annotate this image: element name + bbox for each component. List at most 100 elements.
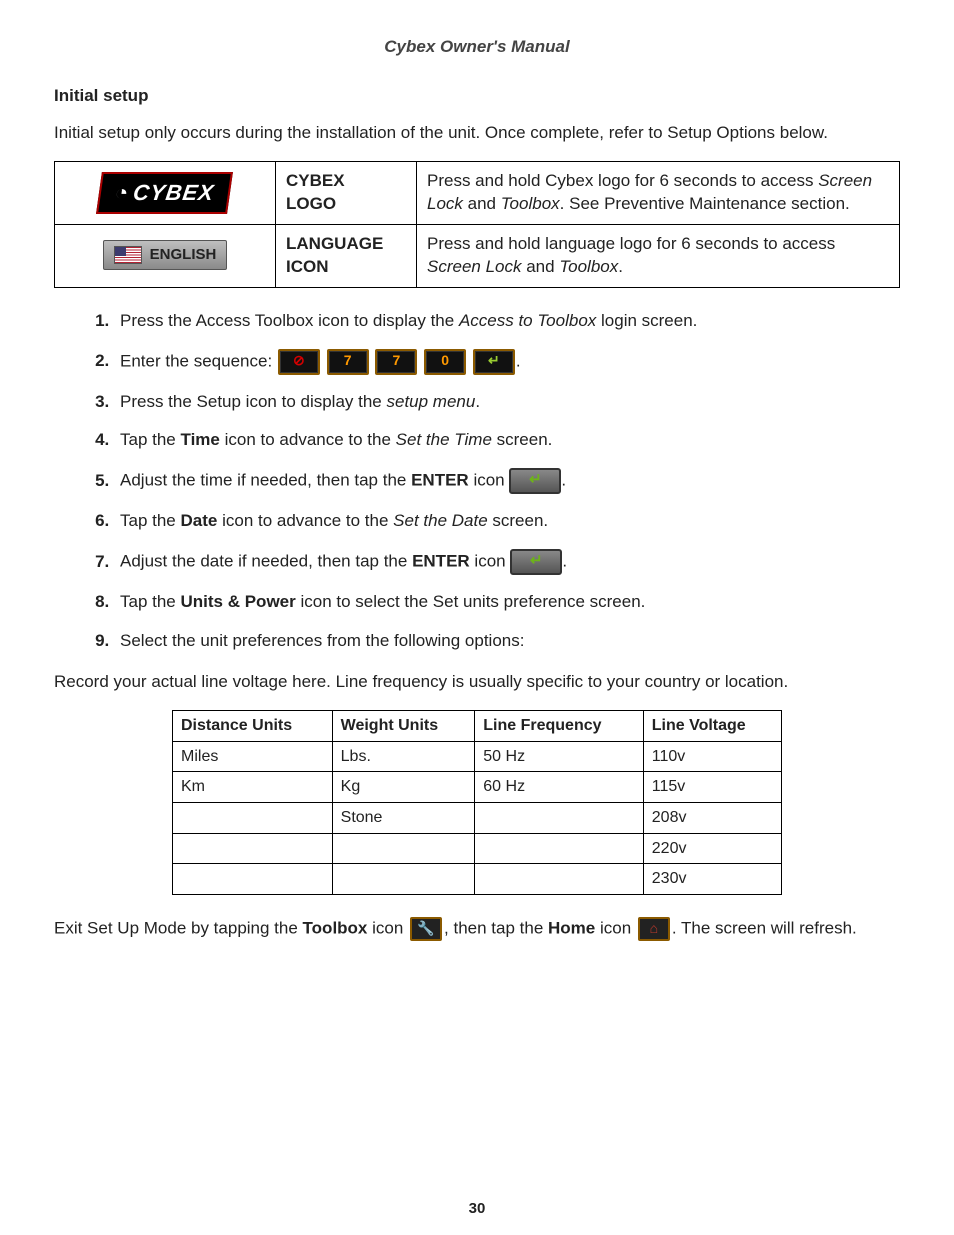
intro-paragraph: Initial setup only occurs during the ins… xyxy=(54,122,900,145)
column-header: Weight Units xyxy=(332,711,475,742)
language-icon: ENGLISH xyxy=(103,240,228,270)
label: CYBEX xyxy=(286,171,345,190)
document-header: Cybex Owner's Manual xyxy=(54,36,900,59)
list-item: Enter the sequence: ⊘ 7 7 0 ↵. xyxy=(114,349,900,375)
text: screen. xyxy=(492,430,552,449)
table-cell: 230v xyxy=(643,864,781,895)
cybex-logo-icon: CYBEX xyxy=(97,172,234,214)
record-note: Record your actual line voltage here. Li… xyxy=(54,671,900,694)
text: Tap the xyxy=(120,592,181,611)
text: and xyxy=(522,257,560,276)
icon-reference-table: CYBEX CYBEX LOGO Press and hold Cybex lo… xyxy=(54,161,900,288)
emphasis: Toolbox xyxy=(559,257,618,276)
text: Press and hold language logo for 6 secon… xyxy=(427,234,835,253)
text: login screen. xyxy=(596,311,697,330)
emphasis: Screen Lock xyxy=(427,257,522,276)
bold: Home xyxy=(548,918,595,937)
home-icon: ⌂ xyxy=(638,917,670,941)
table-cell: 60 Hz xyxy=(475,772,644,803)
list-item: Adjust the date if needed, then tap the … xyxy=(114,549,900,575)
label: LOGO xyxy=(286,194,336,213)
text: icon xyxy=(469,471,510,490)
text: . xyxy=(618,257,623,276)
text: Tap the xyxy=(120,511,181,530)
text: . xyxy=(475,392,480,411)
table-row: 220v xyxy=(173,833,782,864)
table-cell xyxy=(475,802,644,833)
table-row: 230v xyxy=(173,864,782,895)
table-cell: Miles xyxy=(173,741,333,772)
table-cell xyxy=(332,864,475,895)
text: screen. xyxy=(488,511,548,530)
zero-key-icon: 0 xyxy=(424,349,466,375)
list-item: Tap the Time icon to advance to the Set … xyxy=(114,429,900,452)
label: ICON xyxy=(286,257,329,276)
enter-key-icon: ↵ xyxy=(473,349,515,375)
language-icon-cell: ENGLISH xyxy=(55,224,276,287)
label: LANGUAGE xyxy=(286,234,383,253)
table-cell: Stone xyxy=(332,802,475,833)
clear-key-icon: ⊘ xyxy=(278,349,320,375)
flag-icon xyxy=(114,246,142,264)
units-options-table: Distance Units Weight Units Line Frequen… xyxy=(172,710,782,895)
emphasis: Toolbox xyxy=(501,194,560,213)
table-cell: 110v xyxy=(643,741,781,772)
table-cell: Kg xyxy=(332,772,475,803)
text: . xyxy=(562,552,567,571)
table-cell xyxy=(475,833,644,864)
enter-icon: ↵ xyxy=(510,549,562,575)
text: , then tap the xyxy=(444,918,548,937)
bold: Date xyxy=(181,511,218,530)
seven-key-icon: 7 xyxy=(375,349,417,375)
section-title: Initial setup xyxy=(54,85,900,108)
emphasis: Set the Date xyxy=(393,511,488,530)
text: Enter the sequence: xyxy=(120,351,277,370)
table-row: MilesLbs.50 Hz110v xyxy=(173,741,782,772)
page-number: 30 xyxy=(0,1199,954,1219)
text: Press the Setup icon to display the xyxy=(120,392,387,411)
emphasis: setup menu xyxy=(387,392,476,411)
column-header: Line Frequency xyxy=(475,711,644,742)
table-row: KmKg60 Hz115v xyxy=(173,772,782,803)
seven-key-icon: 7 xyxy=(327,349,369,375)
text: Adjust the date if needed, then tap the xyxy=(120,552,412,571)
table-cell xyxy=(475,864,644,895)
text: icon xyxy=(595,918,636,937)
bold: ENTER xyxy=(412,552,470,571)
text: icon xyxy=(470,552,511,571)
text: . See Preventive Maintenance section. xyxy=(560,194,850,213)
table-cell: 50 Hz xyxy=(475,741,644,772)
text: icon to advance to the xyxy=(217,511,393,530)
cybex-logo-cell: CYBEX xyxy=(55,161,276,224)
icon-description: Press and hold language logo for 6 secon… xyxy=(417,224,900,287)
icon-description: Press and hold Cybex logo for 6 seconds … xyxy=(417,161,900,224)
label: ENGLISH xyxy=(150,245,217,265)
text: Press the Access Toolbox icon to display… xyxy=(120,311,459,330)
setup-steps-list: Press the Access Toolbox icon to display… xyxy=(54,310,900,654)
text: Press and hold Cybex logo for 6 seconds … xyxy=(427,171,818,190)
icon-name: LANGUAGE ICON xyxy=(276,224,417,287)
table-cell: Lbs. xyxy=(332,741,475,772)
text: icon to advance to the xyxy=(220,430,396,449)
table-cell xyxy=(332,833,475,864)
bold: ENTER xyxy=(411,471,469,490)
text: Tap the xyxy=(120,430,181,449)
bold: Units & Power xyxy=(181,592,296,611)
table-cell: Km xyxy=(173,772,333,803)
exit-instruction: Exit Set Up Mode by tapping the Toolbox … xyxy=(54,917,900,941)
bold: Time xyxy=(181,430,220,449)
icon-name: CYBEX LOGO xyxy=(276,161,417,224)
text: and xyxy=(463,194,501,213)
text: . xyxy=(561,471,566,490)
table-cell xyxy=(173,802,333,833)
table-cell xyxy=(173,864,333,895)
table-row: Stone 208v xyxy=(173,802,782,833)
table-cell: 220v xyxy=(643,833,781,864)
enter-icon: ↵ xyxy=(509,468,561,494)
table-cell: 115v xyxy=(643,772,781,803)
text: Exit Set Up Mode by tapping the xyxy=(54,918,303,937)
emphasis: Access to Toolbox xyxy=(459,311,596,330)
table-row: ENGLISH LANGUAGE ICON Press and hold lan… xyxy=(55,224,900,287)
list-item: Press the Setup icon to display the setu… xyxy=(114,391,900,414)
list-item: Press the Access Toolbox icon to display… xyxy=(114,310,900,333)
